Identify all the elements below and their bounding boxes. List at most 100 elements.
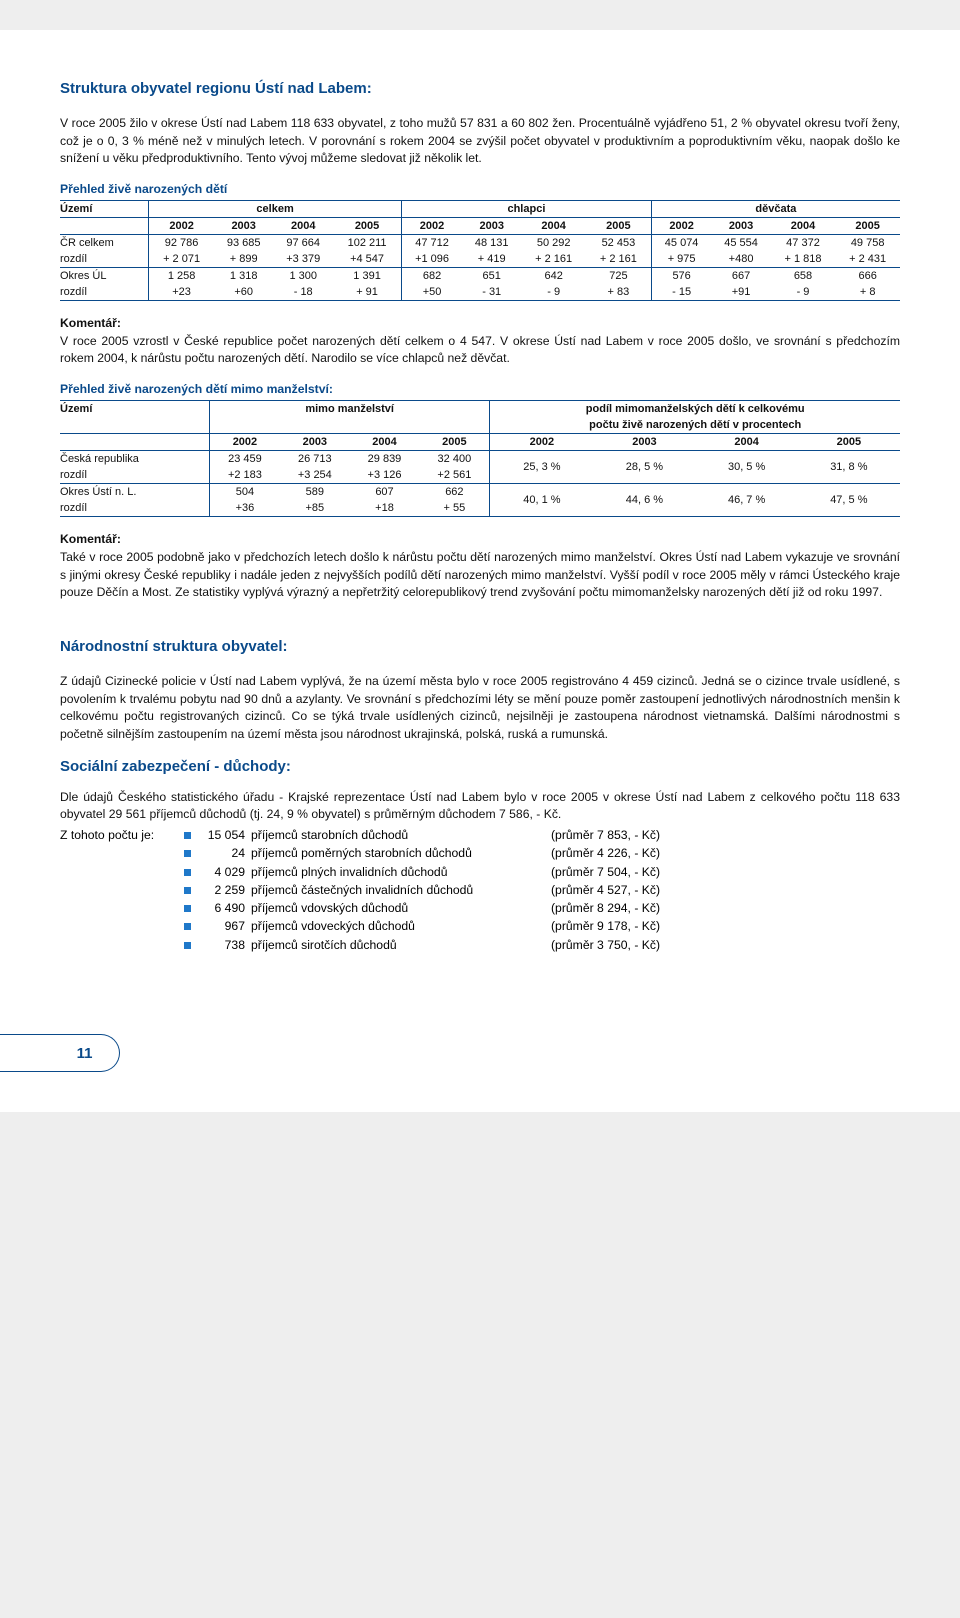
table-outside-marriage: Území mimo manželství podíl mimomanželsk…	[60, 400, 900, 517]
cell: +23	[149, 284, 214, 301]
komentar-label: Komentář:	[60, 532, 121, 546]
cell: 2005	[333, 218, 401, 235]
cell: + 8	[835, 284, 900, 301]
cell: 589	[280, 484, 350, 501]
cell: - 18	[273, 284, 333, 301]
table-row: Území mimo manželství podíl mimomanželsk…	[60, 401, 900, 418]
list-item: 738příjemců sirotčích důchodů(průměr 3 7…	[184, 936, 660, 954]
cell: 2005	[835, 218, 900, 235]
heading-struktura: Struktura obyvatel regionu Ústí nad Labe…	[60, 80, 900, 97]
cell: - 9	[771, 284, 836, 301]
pension-desc: příjemců starobních důchodů	[251, 826, 551, 844]
cell: - 31	[462, 284, 521, 301]
cell: 28, 5 %	[593, 451, 695, 484]
cell: +480	[711, 251, 770, 268]
table-births: Území celkem chlapci děvčata 2002 2003 2…	[60, 200, 900, 301]
cell: 93 685	[214, 235, 273, 252]
cell: +91	[711, 284, 770, 301]
cell: 45 554	[711, 235, 770, 252]
cell: 2003	[214, 218, 273, 235]
cell: + 55	[419, 500, 490, 517]
col-group: mimo manželství	[209, 401, 490, 434]
pension-count: 15 054	[199, 826, 251, 844]
cell: + 419	[462, 251, 521, 268]
pension-desc: příjemců částečných invalidních důchodů	[251, 881, 551, 899]
cell: 2003	[462, 218, 521, 235]
page-number: 11	[77, 1045, 93, 1062]
cell: 29 839	[350, 451, 420, 468]
cell: 2005	[586, 218, 651, 235]
cell: 40, 1 %	[490, 484, 593, 517]
cell: + 2 071	[149, 251, 214, 268]
square-bullet-icon	[184, 942, 191, 949]
cell: +18	[350, 500, 420, 517]
narodnost-paragraph: Z údajů Cizinecké policie v Ústí nad Lab…	[60, 673, 900, 744]
cell: 2005	[798, 434, 900, 451]
cell: 45 074	[651, 235, 711, 252]
komentar-label: Komentář:	[60, 316, 121, 330]
pension-desc: příjemců poměrných starobních důchodů	[251, 844, 551, 862]
komentar-text: V roce 2005 vzrostl v České republice po…	[60, 334, 900, 366]
cell: 2004	[696, 434, 798, 451]
cell: 97 664	[273, 235, 333, 252]
cell: + 975	[651, 251, 711, 268]
pension-avg: (průměr 9 178, - Kč)	[551, 917, 660, 935]
list-item: 2 259příjemců částečných invalidních důc…	[184, 881, 660, 899]
cell: +2 561	[419, 467, 490, 484]
pension-desc: příjemců vdoveckých důchodů	[251, 917, 551, 935]
cell: 26 713	[280, 451, 350, 468]
cell: 102 211	[333, 235, 401, 252]
cell: 2003	[711, 218, 770, 235]
cell: +85	[280, 500, 350, 517]
cell: 658	[771, 268, 836, 285]
pension-lead: Z tohoto počtu je:	[60, 826, 178, 954]
cell: 52 453	[586, 235, 651, 252]
cell: rozdíl	[60, 500, 209, 517]
cell: ČR celkem	[60, 235, 149, 252]
cell: 1 258	[149, 268, 214, 285]
intro-paragraph: V roce 2005 žilo v okrese Ústí nad Labem…	[60, 115, 900, 168]
pension-avg: (průměr 7 504, - Kč)	[551, 863, 660, 881]
col-region: Území	[60, 401, 209, 434]
table-row: rozdíl + 2 071 + 899 +3 379 +4 547 +1 09…	[60, 251, 900, 268]
cell: 642	[521, 268, 586, 285]
page-number-box: 11	[0, 1034, 120, 1072]
cell: 2002	[402, 218, 463, 235]
cell: 576	[651, 268, 711, 285]
heading-duchody: Sociální zabezpečení - důchody:	[60, 758, 900, 775]
cell: 682	[402, 268, 463, 285]
cell: + 2 161	[586, 251, 651, 268]
cell: 662	[419, 484, 490, 501]
cell: Česká republika	[60, 451, 209, 468]
cell: 50 292	[521, 235, 586, 252]
cell: 92 786	[149, 235, 214, 252]
pension-count: 738	[199, 936, 251, 954]
cell: 48 131	[462, 235, 521, 252]
list-item: 24příjemců poměrných starobních důchodů(…	[184, 844, 660, 862]
cell: 47, 5 %	[798, 484, 900, 517]
cell: 2002	[490, 434, 593, 451]
list-item: 6 490příjemců vdovských důchodů(průměr 8…	[184, 899, 660, 917]
heading-narodnost: Národnostní struktura obyvatel:	[60, 638, 900, 655]
pension-desc: příjemců sirotčích důchodů	[251, 936, 551, 954]
duchody-intro: Dle údajů Českého statistického úřadu - …	[60, 789, 900, 824]
cell: 666	[835, 268, 900, 285]
cell: +60	[214, 284, 273, 301]
cell: 725	[586, 268, 651, 285]
pension-count: 24	[199, 844, 251, 862]
cell: rozdíl	[60, 284, 149, 301]
cell: +50	[402, 284, 463, 301]
pension-count: 967	[199, 917, 251, 935]
cell: 2003	[280, 434, 350, 451]
col-group: chlapci	[402, 201, 652, 218]
cell: - 9	[521, 284, 586, 301]
pension-count: 6 490	[199, 899, 251, 917]
cell: Okres ÚL	[60, 268, 149, 285]
pension-count: 4 029	[199, 863, 251, 881]
pension-block: Z tohoto počtu je: 15 054příjemců starob…	[60, 826, 900, 954]
cell: 23 459	[209, 451, 280, 468]
pension-desc: příjemců plných invalidních důchodů	[251, 863, 551, 881]
cell: 31, 8 %	[798, 451, 900, 484]
cell: 46, 7 %	[696, 484, 798, 517]
cell: 2005	[419, 434, 490, 451]
